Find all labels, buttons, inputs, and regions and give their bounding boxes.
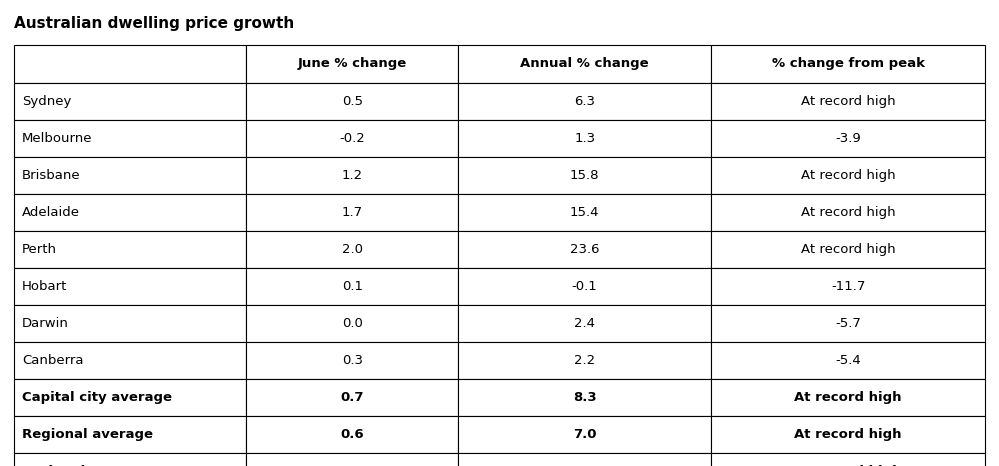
Bar [14, 83, 247, 120]
Text: 2.2: 2.2 [574, 354, 595, 367]
Bar [14, 416, 247, 453]
Bar [14, 120, 247, 157]
Bar [711, 268, 985, 305]
Text: At record high: At record high [801, 243, 895, 256]
Bar [711, 194, 985, 231]
Bar [247, 268, 459, 305]
Text: Australian dwelling price growth: Australian dwelling price growth [14, 16, 295, 31]
Bar [247, 231, 459, 268]
Text: 0.3: 0.3 [342, 354, 363, 367]
Text: 0.0: 0.0 [342, 317, 363, 330]
Bar [14, 453, 247, 466]
Text: Sydney: Sydney [22, 95, 71, 108]
Bar [711, 45, 985, 83]
Text: 0.7: 0.7 [341, 391, 364, 404]
Text: -5.7: -5.7 [835, 317, 861, 330]
Bar [247, 416, 459, 453]
Text: Perth: Perth [22, 243, 57, 256]
Bar [459, 305, 711, 342]
Bar [459, 416, 711, 453]
Bar [711, 342, 985, 379]
Bar [247, 120, 459, 157]
Text: At record high: At record high [801, 95, 895, 108]
Text: -0.2: -0.2 [340, 132, 366, 145]
Text: Brisbane: Brisbane [22, 169, 81, 182]
Bar [14, 157, 247, 194]
Text: 1.3: 1.3 [574, 132, 595, 145]
Bar [247, 305, 459, 342]
Text: At record high: At record high [801, 169, 895, 182]
Bar [247, 83, 459, 120]
Text: -11.7: -11.7 [831, 280, 865, 293]
Text: 8.3: 8.3 [572, 391, 596, 404]
Text: 23.6: 23.6 [570, 243, 599, 256]
Text: Melbourne: Melbourne [22, 132, 93, 145]
Text: 15.8: 15.8 [570, 169, 599, 182]
Text: 2.0: 2.0 [342, 243, 363, 256]
Text: 1.7: 1.7 [342, 206, 363, 219]
Bar [14, 342, 247, 379]
Bar [14, 305, 247, 342]
Text: At record high: At record high [801, 206, 895, 219]
Text: National average: National average [22, 465, 151, 466]
Text: -0.1: -0.1 [571, 280, 597, 293]
Text: Regional average: Regional average [22, 428, 153, 441]
Text: -3.9: -3.9 [835, 132, 861, 145]
Text: 6.3: 6.3 [574, 95, 595, 108]
Text: At record high: At record high [794, 391, 902, 404]
Text: 0.5: 0.5 [342, 95, 363, 108]
Bar [14, 231, 247, 268]
Bar [459, 268, 711, 305]
Bar [711, 379, 985, 416]
Text: Adelaide: Adelaide [22, 206, 80, 219]
Text: Canberra: Canberra [22, 354, 84, 367]
Bar [459, 45, 711, 83]
Bar [459, 453, 711, 466]
Text: 1.2: 1.2 [342, 169, 363, 182]
Text: 0.1: 0.1 [342, 280, 363, 293]
Bar [459, 342, 711, 379]
Bar [247, 379, 459, 416]
Bar [247, 194, 459, 231]
Text: 8.0: 8.0 [572, 465, 596, 466]
Bar [459, 231, 711, 268]
Bar [14, 45, 247, 83]
Text: At record high: At record high [794, 428, 902, 441]
Text: % change from peak: % change from peak [771, 57, 925, 70]
Bar [711, 157, 985, 194]
Bar [711, 231, 985, 268]
Bar [14, 268, 247, 305]
Bar [247, 45, 459, 83]
Bar [711, 120, 985, 157]
Bar [711, 416, 985, 453]
Bar [459, 157, 711, 194]
Text: June % change: June % change [298, 57, 407, 70]
Bar [459, 120, 711, 157]
Bar [711, 453, 985, 466]
Bar [459, 379, 711, 416]
Text: Darwin: Darwin [22, 317, 69, 330]
Text: 2.4: 2.4 [574, 317, 595, 330]
Text: -5.4: -5.4 [835, 354, 861, 367]
Bar [711, 305, 985, 342]
Text: 15.4: 15.4 [570, 206, 599, 219]
Bar [247, 453, 459, 466]
Text: 0.6: 0.6 [341, 428, 364, 441]
Bar [14, 379, 247, 416]
Bar [711, 83, 985, 120]
Text: 7.0: 7.0 [573, 428, 596, 441]
Text: Hobart: Hobart [22, 280, 67, 293]
Bar [247, 342, 459, 379]
Text: At record high: At record high [794, 465, 902, 466]
Text: Annual % change: Annual % change [520, 57, 649, 70]
Text: 0.7: 0.7 [341, 465, 364, 466]
Bar [459, 83, 711, 120]
Bar [247, 157, 459, 194]
Bar [14, 194, 247, 231]
Text: Capital city average: Capital city average [22, 391, 172, 404]
Bar [459, 194, 711, 231]
